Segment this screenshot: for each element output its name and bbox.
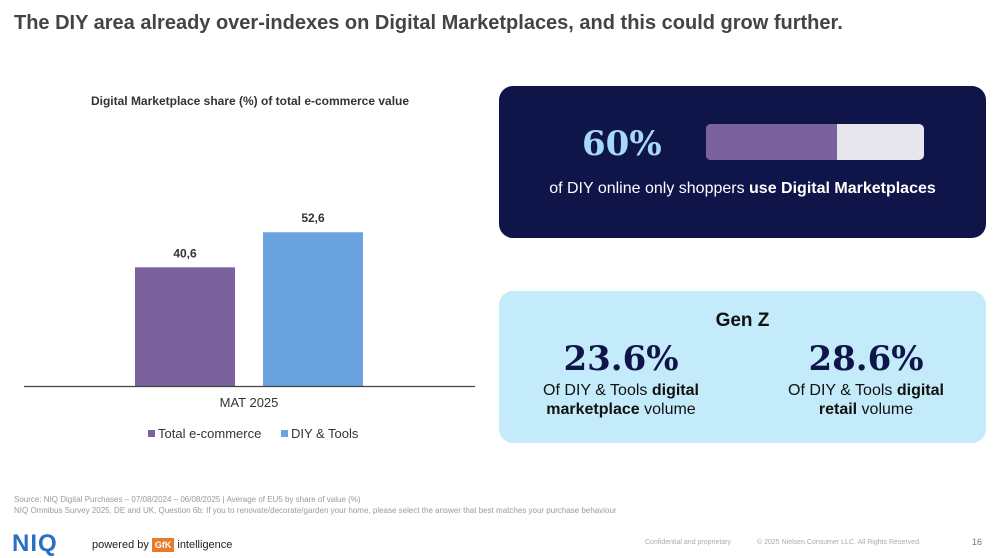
genz-retail-cap-l2-bold: retail xyxy=(818,401,858,418)
page-number: 16 xyxy=(972,537,983,547)
genz-marketplace-cap-l1-bold: digital xyxy=(651,382,699,399)
gfk-logo: GfK xyxy=(151,538,175,552)
chart-legend: Total e-commerce DIY & Tools xyxy=(148,426,374,441)
legend-label-total: Total e-commerce xyxy=(158,426,262,441)
bar-total-ecommerce xyxy=(135,267,235,386)
powered-by-text: powered by xyxy=(92,538,149,551)
genz-marketplace-caption: Of DIY & Tools digital marketplace volum… xyxy=(511,381,731,419)
usage-percent: 60% xyxy=(582,124,662,164)
usage-progress-fill xyxy=(706,124,837,160)
genz-retail-value: 28.6% xyxy=(808,339,924,379)
genz-retail-caption: Of DIY & Tools digital retail volume xyxy=(756,381,976,419)
genz-marketplace-value: 23.6% xyxy=(563,339,679,379)
genz-marketplace-cap-l1: Of DIY & Tools xyxy=(543,382,652,399)
genz-card: Gen Z 23.6% Of DIY & Tools digital marke… xyxy=(499,291,986,443)
copyright-note: © 2025 Nielsen Consumer LLC. All Rights … xyxy=(757,539,921,546)
data-label-diy-tools: 52,6 xyxy=(301,211,325,225)
genz-retail-cap-l1-bold: digital xyxy=(896,382,944,399)
genz-retail-cap-l1: Of DIY & Tools xyxy=(788,382,897,399)
bar-chart-plot: 40,6 52,6 MAT 2025 xyxy=(24,211,475,410)
usage-caption: of DIY online only shoppers use Digital … xyxy=(499,180,986,198)
genz-marketplace-stat: 23.6% Of DIY & Tools digital marketplace… xyxy=(511,337,731,419)
genz-marketplace-cap-l2-bold: marketplace xyxy=(546,401,640,418)
slide-title: The DIY area already over-indexes on Dig… xyxy=(14,12,843,34)
source-line-1: Source: NIQ Digital Purchases – 07/08/20… xyxy=(14,495,361,504)
bar-diy-tools xyxy=(263,232,363,386)
usage-caption-bold: use Digital Marketplaces xyxy=(749,180,936,197)
powered-by: powered by GfK intelligence xyxy=(92,538,232,552)
slide-footer: NIQ powered by GfK intelligence Confidenti… xyxy=(0,524,1000,557)
chart-title: Digital Marketplace share (%) of total e… xyxy=(90,94,410,108)
source-line-2: NIQ Omnibus Survey 2025, DE and UK, Ques… xyxy=(14,506,617,515)
genz-title: Gen Z xyxy=(715,310,770,331)
legend-item-total: Total e-commerce xyxy=(148,426,261,441)
legend-item-diy: DIY & Tools xyxy=(280,426,359,441)
category-label: MAT 2025 xyxy=(220,395,279,410)
usage-progress-bar xyxy=(706,124,924,160)
legend-swatch-diy xyxy=(280,430,288,437)
intelligence-text: intelligence xyxy=(177,538,233,551)
legend-swatch-total xyxy=(148,430,155,437)
niq-logo: NIQ xyxy=(12,530,58,557)
legend-label-diy: DIY & Tools xyxy=(290,426,359,441)
genz-retail-stat: 28.6% Of DIY & Tools digital retail volu… xyxy=(756,337,976,419)
confidential-note: Confidential and proprietary xyxy=(645,539,731,546)
source-note: Source: NIQ Digital Purchases – 07/08/20… xyxy=(14,494,617,516)
genz-retail-cap-l2: volume xyxy=(857,401,914,418)
bar-chart: 40,6 52,6 MAT 2025 Digital Marketplace sha… xyxy=(0,85,480,455)
marketplace-usage-card: 60% of DIY online only shoppers use Digi… xyxy=(499,86,986,238)
usage-caption-prefix: of DIY online only shoppers xyxy=(549,180,750,197)
data-label-total-ecommerce: 40,6 xyxy=(173,246,197,260)
genz-marketplace-cap-l2: volume xyxy=(639,401,696,418)
